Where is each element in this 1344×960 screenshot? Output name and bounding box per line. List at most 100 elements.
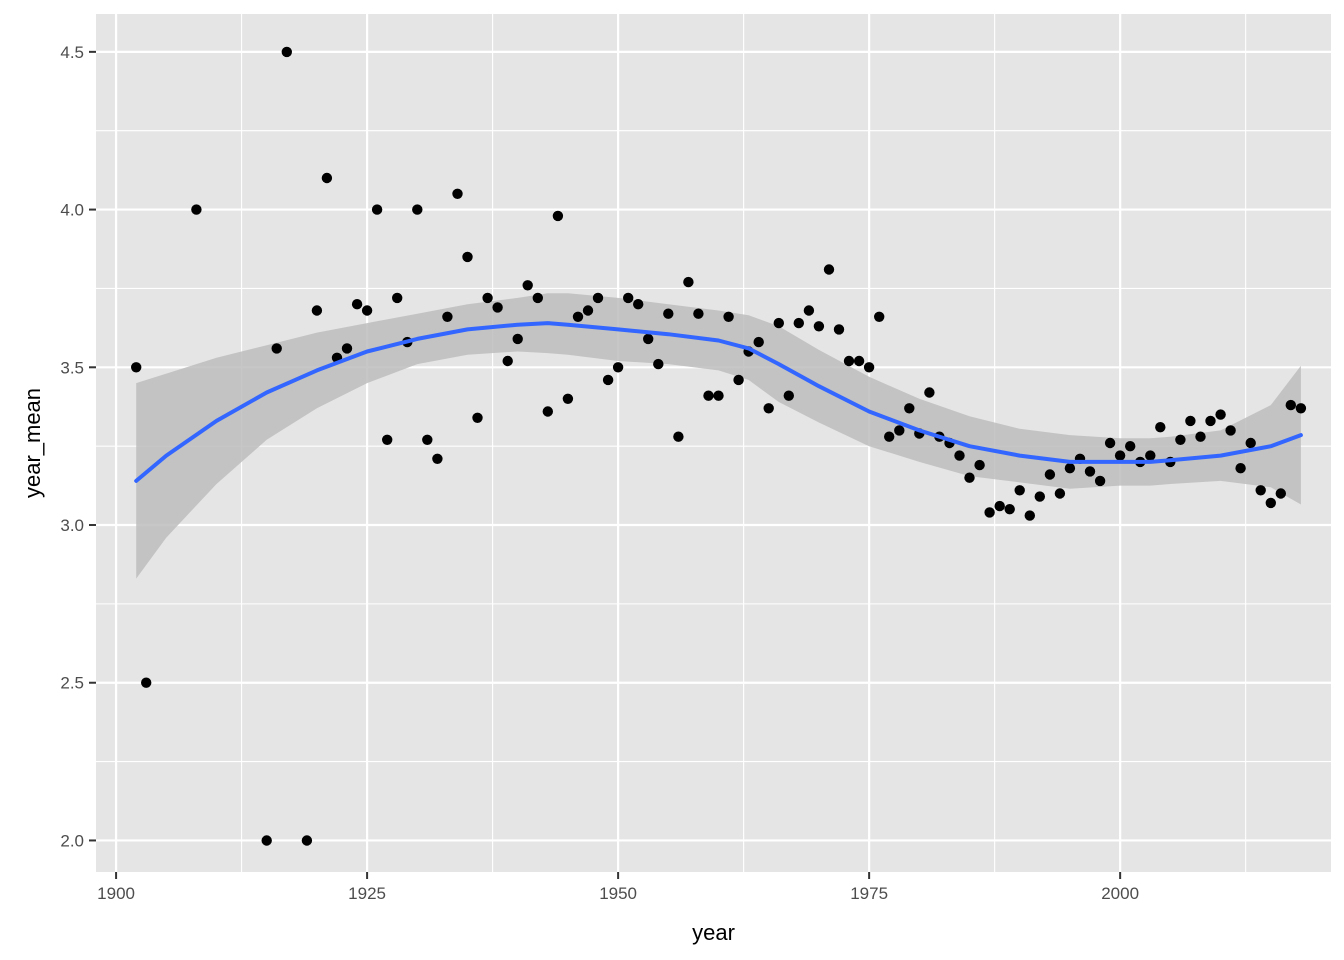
data-point bbox=[773, 317, 784, 329]
data-point bbox=[472, 412, 483, 423]
data-point bbox=[663, 308, 674, 319]
data-point bbox=[623, 292, 634, 304]
y-tick-label: 4.0 bbox=[60, 201, 84, 220]
data-point bbox=[1175, 434, 1186, 445]
data-point bbox=[1084, 466, 1096, 477]
data-point bbox=[723, 311, 734, 322]
data-point bbox=[392, 292, 403, 304]
data-point bbox=[131, 362, 142, 373]
data-point bbox=[763, 403, 774, 414]
data-point bbox=[382, 434, 393, 445]
data-point bbox=[522, 280, 533, 291]
data-point bbox=[1235, 463, 1246, 474]
data-point bbox=[301, 835, 313, 846]
data-point bbox=[432, 453, 443, 464]
data-point bbox=[371, 204, 383, 215]
data-point bbox=[1295, 403, 1307, 414]
data-point bbox=[653, 358, 664, 370]
data-point bbox=[803, 305, 815, 316]
data-point bbox=[1004, 504, 1015, 515]
data-point bbox=[643, 333, 654, 345]
data-point bbox=[1125, 441, 1136, 452]
data-point bbox=[863, 362, 875, 373]
data-point bbox=[1034, 491, 1046, 502]
smooth-trend-line bbox=[134, 321, 1303, 483]
data-point bbox=[853, 355, 865, 367]
y-tick-label: 4.5 bbox=[60, 43, 84, 62]
data-point bbox=[1155, 422, 1166, 433]
data-point bbox=[532, 292, 543, 304]
data-point bbox=[633, 299, 644, 310]
data-point bbox=[733, 374, 744, 386]
data-point bbox=[592, 292, 604, 304]
data-point bbox=[1225, 425, 1236, 436]
data-point bbox=[813, 321, 825, 332]
data-point bbox=[361, 305, 373, 316]
data-point bbox=[894, 425, 905, 436]
data-point bbox=[1285, 399, 1297, 411]
data-point bbox=[1185, 415, 1196, 427]
y-tick-label: 3.5 bbox=[60, 358, 84, 377]
data-point bbox=[693, 308, 704, 319]
data-point bbox=[442, 311, 453, 322]
x-tick-label: 1950 bbox=[599, 884, 637, 903]
data-point bbox=[512, 333, 523, 345]
data-point bbox=[1094, 475, 1106, 487]
x-tick-label: 1925 bbox=[348, 884, 386, 903]
data-point bbox=[502, 355, 513, 367]
data-point bbox=[1195, 431, 1206, 442]
data-point bbox=[964, 472, 975, 483]
data-point bbox=[874, 311, 885, 322]
data-point bbox=[924, 387, 935, 398]
data-point bbox=[884, 431, 895, 442]
data-point bbox=[833, 324, 845, 335]
data-point bbox=[482, 292, 493, 304]
data-point bbox=[1245, 437, 1256, 449]
data-point bbox=[602, 374, 614, 386]
data-point bbox=[904, 403, 915, 414]
data-point bbox=[191, 204, 202, 215]
data-point bbox=[703, 390, 714, 401]
data-points bbox=[131, 46, 1307, 846]
data-point bbox=[783, 390, 794, 401]
x-axis-title: year bbox=[692, 920, 735, 945]
data-point bbox=[1014, 485, 1025, 496]
data-point bbox=[452, 188, 463, 199]
data-point bbox=[582, 305, 594, 316]
data-point bbox=[422, 434, 433, 445]
y-tick-label: 2.0 bbox=[60, 831, 84, 850]
y-tick-label: 2.5 bbox=[60, 674, 84, 693]
data-point bbox=[462, 251, 473, 263]
data-point bbox=[1145, 450, 1156, 461]
data-point bbox=[1024, 510, 1036, 521]
data-point bbox=[542, 406, 553, 417]
data-point bbox=[823, 264, 835, 275]
data-point bbox=[412, 204, 423, 215]
data-point bbox=[141, 677, 152, 688]
data-point bbox=[271, 343, 282, 354]
data-point bbox=[1114, 450, 1126, 461]
data-point bbox=[1265, 497, 1277, 509]
x-tick-label: 1900 bbox=[97, 884, 135, 903]
data-point bbox=[351, 299, 363, 310]
data-point bbox=[974, 459, 985, 471]
data-point bbox=[713, 390, 724, 401]
data-point bbox=[1255, 485, 1266, 496]
data-point bbox=[261, 835, 272, 846]
data-point bbox=[1275, 488, 1287, 499]
y-tick-label: 3.0 bbox=[60, 516, 84, 535]
data-point bbox=[562, 393, 574, 404]
data-point bbox=[1215, 409, 1226, 420]
minor-gridlines bbox=[96, 14, 1331, 872]
data-point bbox=[994, 500, 1005, 512]
data-point bbox=[572, 311, 584, 322]
data-point bbox=[984, 507, 995, 518]
confidence-band bbox=[136, 293, 1301, 579]
data-point bbox=[1064, 463, 1076, 474]
data-point bbox=[683, 276, 694, 288]
data-point bbox=[954, 450, 965, 461]
data-point bbox=[1044, 469, 1056, 480]
x-tick-label: 2000 bbox=[1101, 884, 1139, 903]
data-point bbox=[281, 46, 292, 58]
x-axis: 1900 1925 1950 1975 2000 bbox=[97, 872, 1139, 903]
